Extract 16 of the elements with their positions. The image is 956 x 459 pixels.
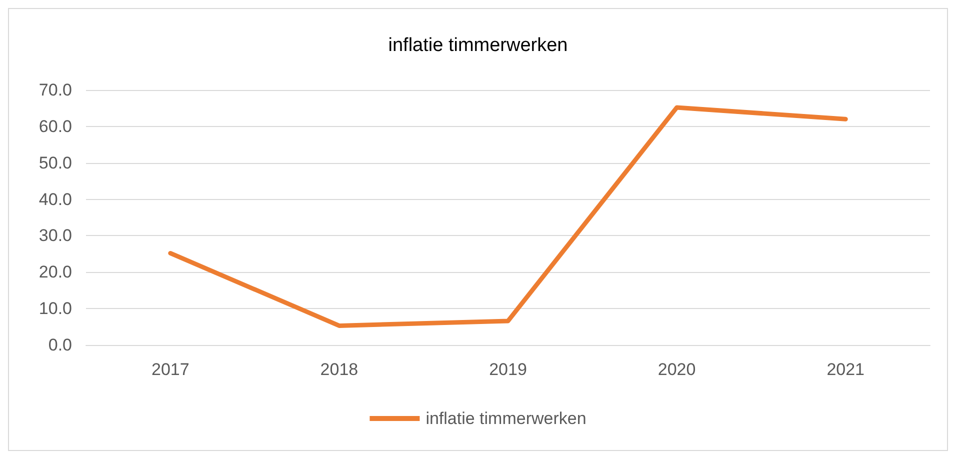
- line-series: [168, 105, 848, 328]
- y-tick-label: 60.0: [38, 116, 72, 136]
- y-tick-label: 30.0: [38, 226, 72, 246]
- y-tick-label: 40.0: [38, 190, 72, 209]
- chart-title: inflatie timmerwerken: [388, 35, 568, 56]
- x-tick-label: 2021: [826, 360, 865, 379]
- y-tick-label: 0.0: [48, 336, 72, 354]
- y-tick-label: 20.0: [38, 262, 72, 282]
- y-tick-label: 50.0: [38, 153, 72, 172]
- legend-label: inflatie timmerwerken: [426, 409, 586, 428]
- y-tick-label: 10.0: [38, 299, 72, 318]
- y-tick-label: 70.0: [38, 80, 72, 100]
- x-tick-label: 2020: [658, 360, 696, 379]
- x-tick-label: 2017: [151, 360, 190, 379]
- x-tick-label: 2018: [320, 360, 358, 379]
- x-tick-label: 2019: [489, 360, 527, 379]
